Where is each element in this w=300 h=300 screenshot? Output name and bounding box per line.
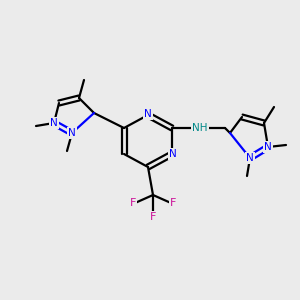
Text: N: N	[68, 128, 76, 138]
Text: NH: NH	[192, 123, 208, 133]
Text: N: N	[50, 118, 58, 128]
Text: F: F	[170, 198, 176, 208]
Text: F: F	[150, 212, 156, 222]
Text: N: N	[264, 142, 272, 152]
Text: N: N	[169, 149, 177, 159]
Text: N: N	[246, 153, 254, 163]
Text: F: F	[130, 198, 136, 208]
Text: N: N	[144, 109, 152, 119]
